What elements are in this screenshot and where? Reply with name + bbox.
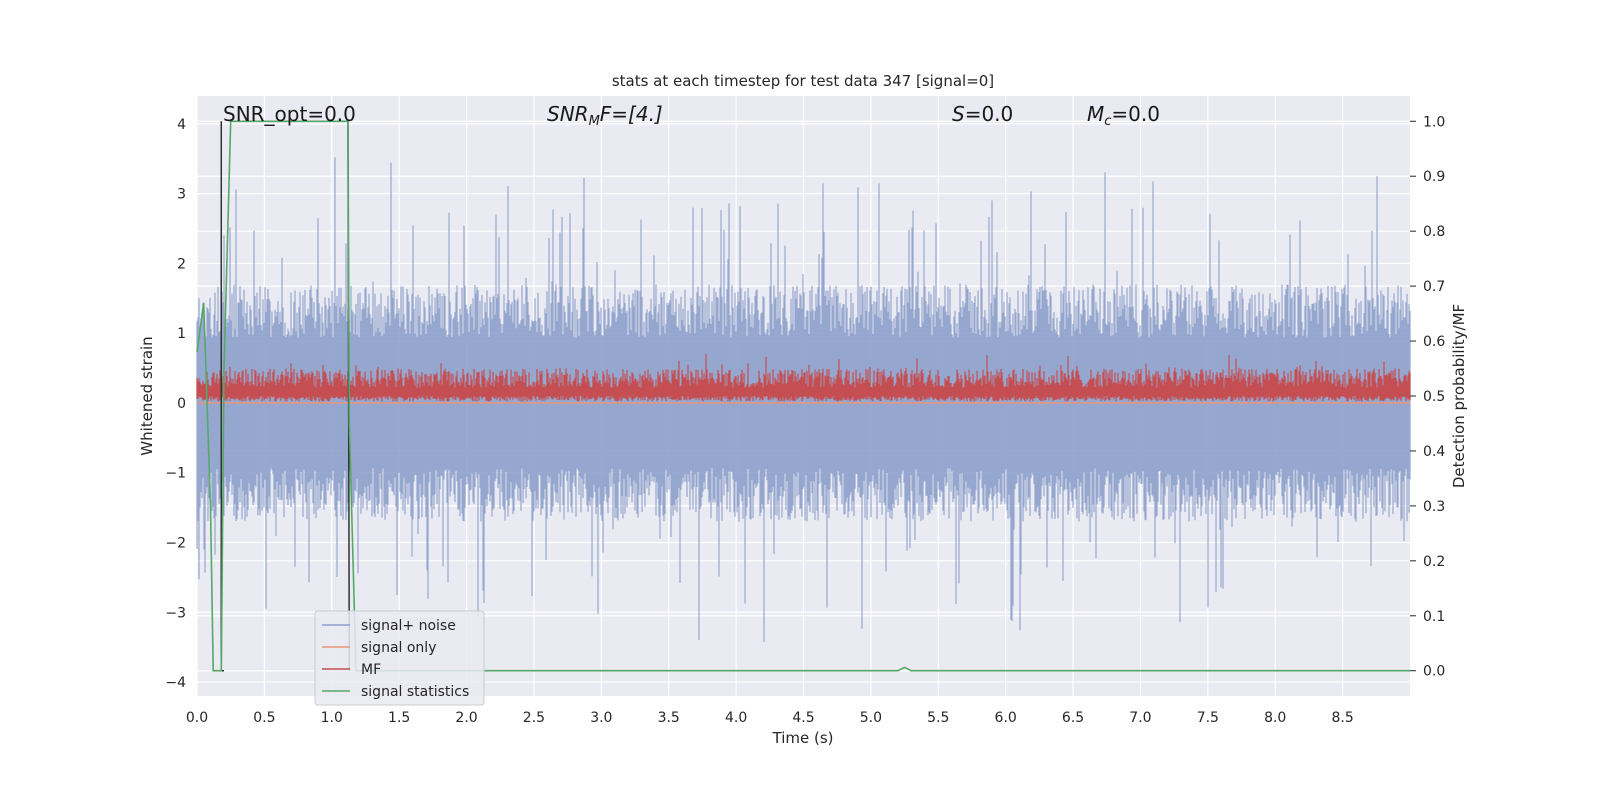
x-tick-label: 3.5: [658, 710, 680, 726]
y2-tick-label: 0.4: [1423, 444, 1445, 460]
x-tick-label: 3.0: [590, 710, 612, 726]
x-tick-label: 1.0: [321, 710, 343, 726]
x-tick-label: 7.5: [1197, 710, 1219, 726]
chart-title: stats at each timestep for test data 347…: [612, 72, 994, 90]
annotation-snr-mf-sub: M: [589, 114, 600, 129]
y-tick-label: 2: [177, 256, 186, 272]
x-axis-label: Time (s): [772, 729, 834, 747]
annotation-mc: Mc=0.0: [1087, 102, 1160, 129]
legend-label-signal-only: signal only: [361, 640, 436, 656]
y2-tick-label: 0.7: [1423, 279, 1445, 295]
x-tick-label: 5.0: [860, 710, 882, 726]
y2-tick-label: 0.3: [1423, 499, 1445, 515]
x-ticks: 0.0 0.5 1.0 1.5 2.0 2.5 3.0 3.5 4.0 4.5 5.0 5.5 6.0 6…: [186, 710, 1354, 726]
y-tick-label: 0: [177, 396, 186, 412]
x-tick-label: 4.0: [725, 710, 747, 726]
annotation-snr-mf: SNRMF=[4.]: [547, 102, 663, 129]
annotation-snr-mf-rest: F=[4.]: [600, 102, 663, 126]
y2-tick-label: 1.0: [1423, 114, 1445, 130]
x-tick-label: 2.5: [523, 710, 545, 726]
x-tick-label: 0.5: [253, 710, 275, 726]
y2-tick-label: 0.6: [1423, 334, 1445, 350]
legend-label-signal-statistics: signal statistics: [361, 684, 469, 700]
x-tick-label: 5.5: [927, 710, 949, 726]
y-tick-label: 4: [177, 117, 186, 133]
y-tick-label: 3: [177, 187, 186, 203]
x-tick-label: 4.5: [792, 710, 814, 726]
x-tick-label: 0.0: [186, 710, 208, 726]
legend: signal+ noise signal only MF signal stat…: [314, 610, 485, 706]
x-tick-label: 8.0: [1264, 710, 1286, 726]
y2-tick-label: 0.8: [1423, 224, 1445, 240]
legend-label-signal-noise: signal+ noise: [361, 618, 456, 634]
signal-statistics-line: [196, 120, 1410, 672]
x-tick-label: 8.5: [1331, 710, 1353, 726]
mf-trace: [196, 353, 1411, 402]
y2-tick-label: 0.9: [1423, 169, 1445, 185]
y2-ticks: 1.0 0.9 0.8 0.7 0.6 0.5 0.4 0.3 0.2 0.1 0.0: [1410, 114, 1445, 680]
annotation-mc-sub: c: [1104, 114, 1111, 129]
legend-label-mf: MF: [361, 662, 381, 678]
annotation-mc-rest: =0.0: [1111, 102, 1160, 126]
y-axis-label: Whitened strain: [138, 336, 156, 455]
annotation-s-rest: =0.0: [965, 102, 1014, 126]
annotation-snr-opt: SNR_opt=0.0: [223, 102, 356, 126]
y-tick-label: −3: [165, 605, 186, 621]
legend-box: [314, 610, 485, 706]
y-tick-label: −4: [165, 675, 186, 691]
annotation-snr-mf-main: SNR: [547, 102, 589, 126]
x-tick-label: 6.0: [995, 710, 1017, 726]
y-tick-label: 1: [177, 326, 186, 342]
series-lines: [196, 120, 1410, 672]
y-tick-label: −1: [165, 466, 186, 482]
x-tick-label: 6.5: [1062, 710, 1084, 726]
y-tick-label: −2: [165, 536, 186, 552]
y2-tick-label: 0.2: [1423, 554, 1445, 570]
y-ticks: 4 3 2 1 0 −1 −2 −3 −4: [165, 117, 186, 691]
annotation-mc-main: M: [1087, 102, 1104, 126]
x-tick-label: 7.0: [1129, 710, 1151, 726]
x-tick-label: 1.5: [388, 710, 410, 726]
y2-tick-label: 0.0: [1423, 664, 1445, 680]
series-mf: [196, 353, 1411, 402]
annotation-s: S=0.0: [952, 102, 1013, 126]
annotation-s-main: S: [952, 102, 965, 126]
x-tick-label: 2.0: [455, 710, 477, 726]
y2-tick-label: 0.5: [1423, 389, 1445, 405]
y2-tick-label: 0.1: [1423, 609, 1445, 625]
y2-axis-label: Detection probability/MF: [1450, 304, 1468, 488]
